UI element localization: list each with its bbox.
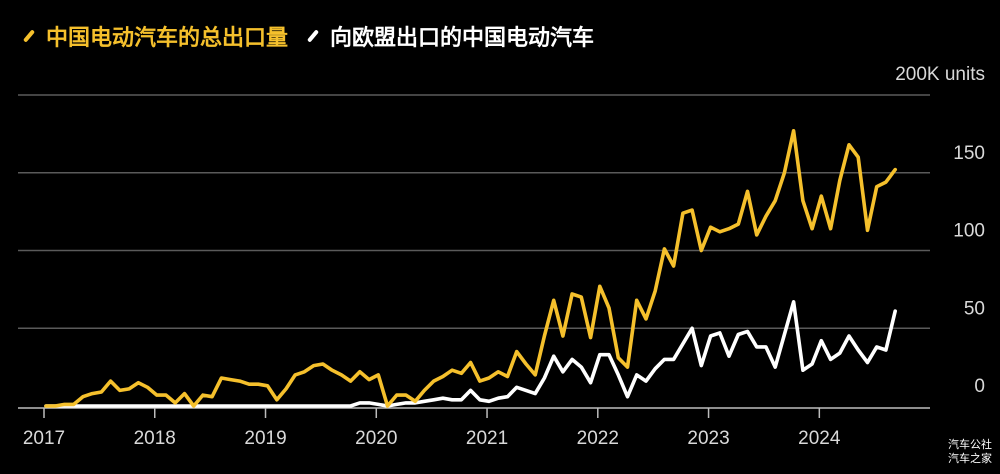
series-line-eu: [44, 299, 898, 408]
y-axis-ticks: 0 50 100 150: [953, 143, 985, 397]
x-tick-label-2020: 2020: [355, 428, 397, 449]
watermark-line-1: 汽车公社: [948, 438, 992, 451]
y-tick-label-100: 100: [953, 221, 985, 242]
y-tick-label-0: 0: [974, 376, 985, 397]
series-line-total: [44, 129, 898, 408]
x-tick-label-2024: 2024: [798, 428, 841, 449]
watermark: 汽车公社 汽车之家: [948, 438, 992, 466]
legend-item-total: 中国电动汽车的总出口量: [22, 20, 288, 52]
x-axis: 2017 2018 2019 2020 2021 2022 2023 2024: [18, 407, 930, 449]
x-tick-label-2023: 2023: [687, 428, 729, 449]
y-axis-unit-label: 200K units: [895, 64, 985, 85]
y-tick-label-150: 150: [953, 143, 985, 164]
x-tick-label-2018: 2018: [134, 428, 176, 449]
legend-label-eu: 向欧盟出口的中国电动汽车: [330, 26, 595, 51]
legend-label-total: 中国电动汽车的总出口量: [46, 26, 289, 51]
legend-item-eu: 向欧盟出口的中国电动汽车: [306, 20, 594, 52]
watermark-line-2: 汽车之家: [948, 452, 992, 465]
legend-swatch-total: [22, 29, 36, 43]
x-tick-label-2021: 2021: [466, 428, 508, 449]
legend: 中国电动汽车的总出口量 向欧盟出口的中国电动汽车: [22, 20, 612, 52]
x-tick-label-2022: 2022: [577, 428, 619, 449]
legend-swatch-eu: [306, 29, 320, 43]
y-tick-label-50: 50: [964, 298, 985, 319]
series-lines: [44, 129, 898, 408]
grid-lines: [18, 94, 930, 329]
x-tick-label-2017: 2017: [23, 428, 65, 449]
x-tick-label-2019: 2019: [244, 428, 286, 449]
